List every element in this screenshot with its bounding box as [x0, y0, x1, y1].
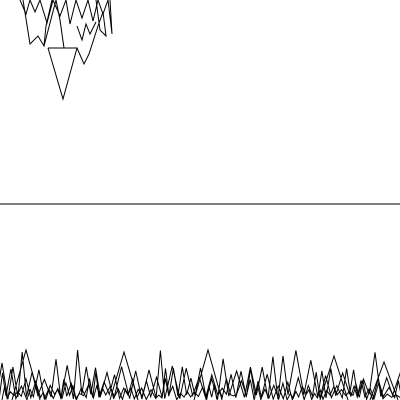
- hanging-spike-center-lobe: [47, 47, 78, 101]
- ground-spike-peak: [11, 348, 41, 400]
- hanging-spike-left-lobe: [22, 0, 53, 48]
- ground-spike-peak: [109, 350, 139, 400]
- ground-spike-layer: [1, 376, 400, 400]
- ground-spike-peak: [193, 348, 223, 400]
- hanging-spike-inner-lines: [43, 0, 65, 49]
- hanging-spike-right-detail: [76, 21, 97, 42]
- ground-spike-row: [0, 348, 400, 400]
- hanging-spike-cluster: [19, 0, 113, 101]
- ground-spike-peak: [319, 354, 349, 400]
- ground-spike-peak: [369, 360, 399, 400]
- hanging-spike-right-lobe: [76, 0, 107, 66]
